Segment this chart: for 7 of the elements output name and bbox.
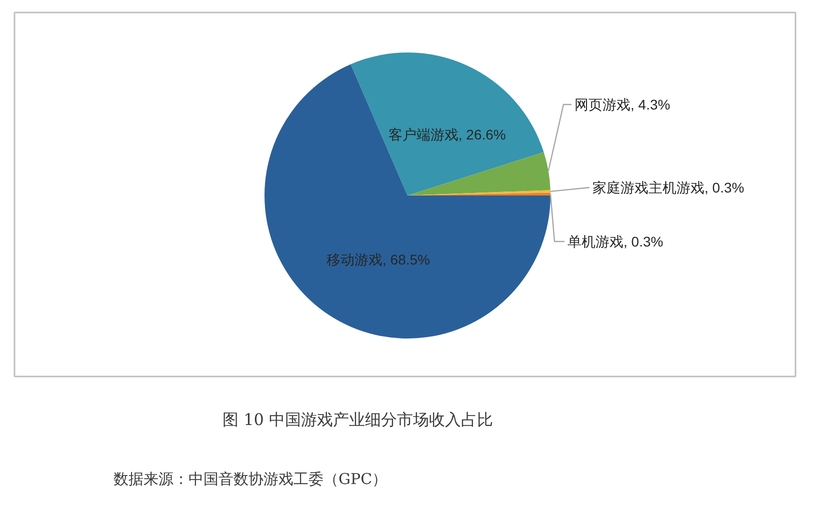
slice-label: 移动游戏, 68.5% xyxy=(326,251,430,268)
slice-label: 网页游戏, 4.3% xyxy=(574,96,670,112)
text: 图 10 中国游戏产业细分市场收入占比 xyxy=(222,410,494,429)
slice-label: 客户端游戏, 26.6% xyxy=(388,126,506,142)
source-note: 数据来源：中国音数协游戏工委（GPC） xyxy=(114,470,388,488)
slice-label: 家庭游戏主机游戏, 0.3% xyxy=(592,180,744,196)
slice-label: 单机游戏, 0.3% xyxy=(568,234,664,250)
